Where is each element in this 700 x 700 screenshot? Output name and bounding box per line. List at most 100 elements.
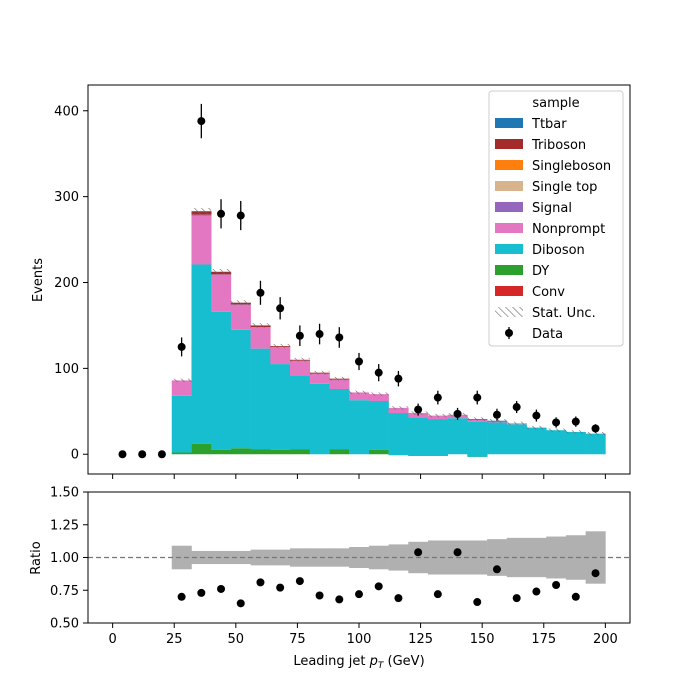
legend-label-data: Data — [532, 327, 563, 342]
data-point — [492, 410, 501, 419]
bar-signal — [191, 214, 212, 216]
data-point — [217, 209, 226, 218]
ratio-point — [414, 548, 423, 557]
x-tick-label: 50 — [228, 632, 245, 647]
bar-dy — [250, 449, 271, 455]
bar-nonprompt — [349, 392, 370, 401]
main-y-axis-label: Events — [31, 258, 46, 302]
bar-diboson — [230, 329, 251, 449]
main-y-tick-label: 400 — [54, 104, 79, 119]
legend-stat-unc-swatch — [495, 307, 523, 317]
legend-label-dy: DY — [532, 264, 549, 279]
legend-label-ttbar: Ttbar — [531, 117, 567, 132]
main-y-tick-label: 100 — [54, 362, 79, 377]
bar-nonprompt — [250, 327, 271, 349]
data-point — [591, 424, 600, 433]
legend-swatch-dy — [495, 265, 523, 275]
ratio-unc-band — [171, 545, 192, 570]
ratio-point — [295, 577, 304, 586]
bar-diboson — [250, 348, 271, 450]
stat-unc-hatch — [171, 378, 192, 383]
bar-diboson — [171, 395, 192, 453]
bar-diboson — [427, 419, 448, 456]
data-point — [512, 403, 521, 412]
main-y-tick-label: 200 — [54, 276, 79, 291]
ratio-point — [394, 594, 403, 603]
legend-label-conv: Conv — [532, 285, 565, 300]
bar-nonprompt — [329, 379, 350, 389]
bar-diboson — [565, 431, 586, 455]
ratio-point — [236, 599, 245, 608]
ratio-point — [571, 592, 580, 601]
data-point — [157, 450, 166, 459]
ratio-y-tick-label: 0.75 — [50, 584, 79, 599]
legend-swatch-singleboson — [495, 160, 523, 170]
stat-unc-hatch — [388, 406, 409, 410]
data-point — [473, 393, 482, 402]
data-point — [295, 331, 304, 340]
bar-nonprompt — [230, 304, 251, 330]
bar-dy — [211, 449, 232, 455]
stat-unc-hatch — [329, 376, 350, 381]
bar-nonprompt — [467, 419, 488, 422]
data-point — [414, 405, 423, 414]
data-point — [315, 330, 324, 339]
bar-diboson — [506, 424, 527, 455]
x-tick-label: 150 — [470, 632, 495, 647]
legend-label-single-top: Single top — [532, 180, 597, 195]
bar-nonprompt — [290, 360, 311, 376]
ratio-unc-band — [309, 548, 330, 567]
ratio-point — [315, 591, 324, 600]
ratio-unc-band — [427, 540, 448, 575]
data-point — [571, 417, 580, 426]
data-point — [256, 288, 265, 297]
stat-unc-hatch — [565, 430, 586, 434]
stat-unc-hatch — [211, 269, 231, 275]
data-point — [374, 368, 383, 377]
bar-diboson — [290, 375, 311, 450]
legend-label-triboson: Triboson — [531, 138, 586, 153]
data-point — [453, 409, 462, 418]
bar-dy — [230, 448, 251, 455]
x-tick-label: 125 — [408, 632, 433, 647]
ratio-point — [177, 592, 186, 601]
legend-swatch-conv — [495, 286, 523, 296]
ratio-point — [374, 582, 383, 591]
main-y-tick-label: 0 — [71, 448, 79, 463]
stat-unc-hatch — [250, 323, 271, 328]
bar-diboson — [270, 364, 291, 450]
ratio-point — [217, 584, 226, 593]
stat-unc-hatch — [349, 390, 369, 395]
ratio-y-axis-label: Ratio — [29, 541, 44, 574]
data-point — [433, 393, 442, 402]
bar-nonprompt — [211, 274, 232, 312]
ratio-y-tick-label: 1.25 — [50, 518, 79, 533]
bar-diboson — [467, 421, 488, 457]
stat-unc-hatch — [290, 357, 310, 362]
main-plot-frame — [87, 84, 631, 475]
stat-unc-hatch — [191, 208, 212, 215]
ratio-unc-band — [349, 547, 370, 568]
main-y-tick-label: 300 — [54, 190, 79, 205]
legend-swatch-single-top — [495, 181, 523, 191]
bar-dy — [329, 449, 350, 455]
ratio-point — [473, 598, 482, 607]
legend-swatch-diboson — [495, 244, 523, 254]
data-point — [118, 450, 127, 459]
legend-swatch-nonprompt — [495, 223, 523, 233]
stat-unc-hatch — [526, 425, 547, 430]
data-point — [532, 411, 541, 420]
data-point — [552, 418, 561, 427]
bar-diboson — [526, 427, 547, 455]
bar-nonprompt — [191, 215, 212, 265]
legend-swatch-ttbar — [495, 118, 523, 128]
bar-diboson — [309, 383, 330, 455]
bar-diboson — [329, 388, 350, 450]
bar-diboson — [546, 430, 567, 455]
bar-nonprompt — [171, 380, 192, 396]
bar-dy — [270, 449, 291, 455]
data-point — [197, 117, 206, 126]
bar-dy — [290, 449, 311, 455]
x-axis-label: Leading jet pT (GeV) — [293, 654, 424, 671]
